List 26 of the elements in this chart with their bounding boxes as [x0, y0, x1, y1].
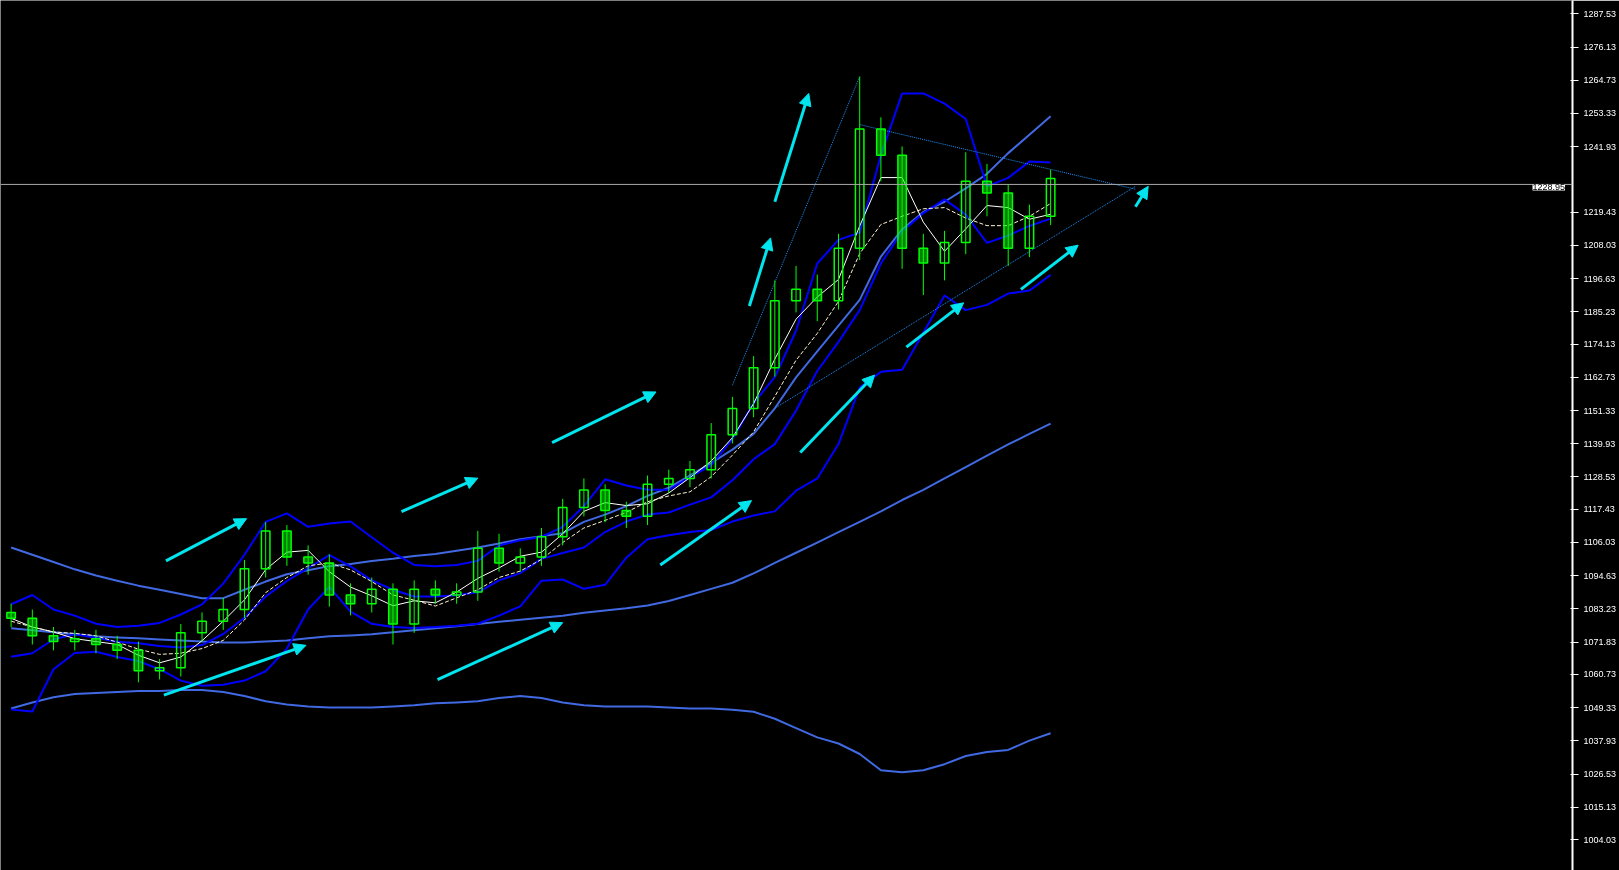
y-tick-label: 1060.73 [1583, 669, 1617, 680]
y-tick-label: 1128.53 [1583, 471, 1616, 482]
y-tick-label: 1185.23 [1583, 306, 1616, 317]
y-tick-label: 1208.03 [1583, 240, 1617, 251]
y-tick-label: 1037.93 [1583, 735, 1617, 746]
y-tick-label: 1004.03 [1583, 834, 1617, 845]
y-tick-label: 1196.63 [1583, 273, 1616, 284]
y-tick-label: 1026.53 [1583, 769, 1617, 779]
y-tick-label: 1015.13 [1583, 802, 1617, 813]
y-tick-label: 1106.03 [1583, 537, 1616, 548]
y-tick-label: 1151.33 [1583, 405, 1616, 416]
y-tick-label: 1241.93 [1583, 141, 1617, 152]
y-tick-label: 1174.13 [1583, 339, 1616, 350]
y-tick-label: 1162.73 [1583, 372, 1616, 383]
y-tick-label: 1253.33 [1583, 108, 1617, 119]
y-tick-label: 1264.73 [1583, 75, 1617, 86]
y-tick-label: 1276.13 [1583, 42, 1617, 53]
y-tick-label: 1287.53 [1583, 8, 1617, 19]
y-tick-label: 1117.43 [1583, 504, 1615, 515]
y-tick-label: 1049.33 [1583, 702, 1617, 713]
y-tick-label: 1083.23 [1583, 603, 1617, 614]
y-tick-label: 1139.93 [1583, 438, 1616, 449]
y-tick-label: 1094.63 [1583, 570, 1617, 581]
y-tick-label: 1219.43 [1583, 207, 1617, 218]
y-tick-label: 1071.83 [1583, 637, 1617, 648]
ref-line-label: 1228.95 [1532, 182, 1566, 193]
